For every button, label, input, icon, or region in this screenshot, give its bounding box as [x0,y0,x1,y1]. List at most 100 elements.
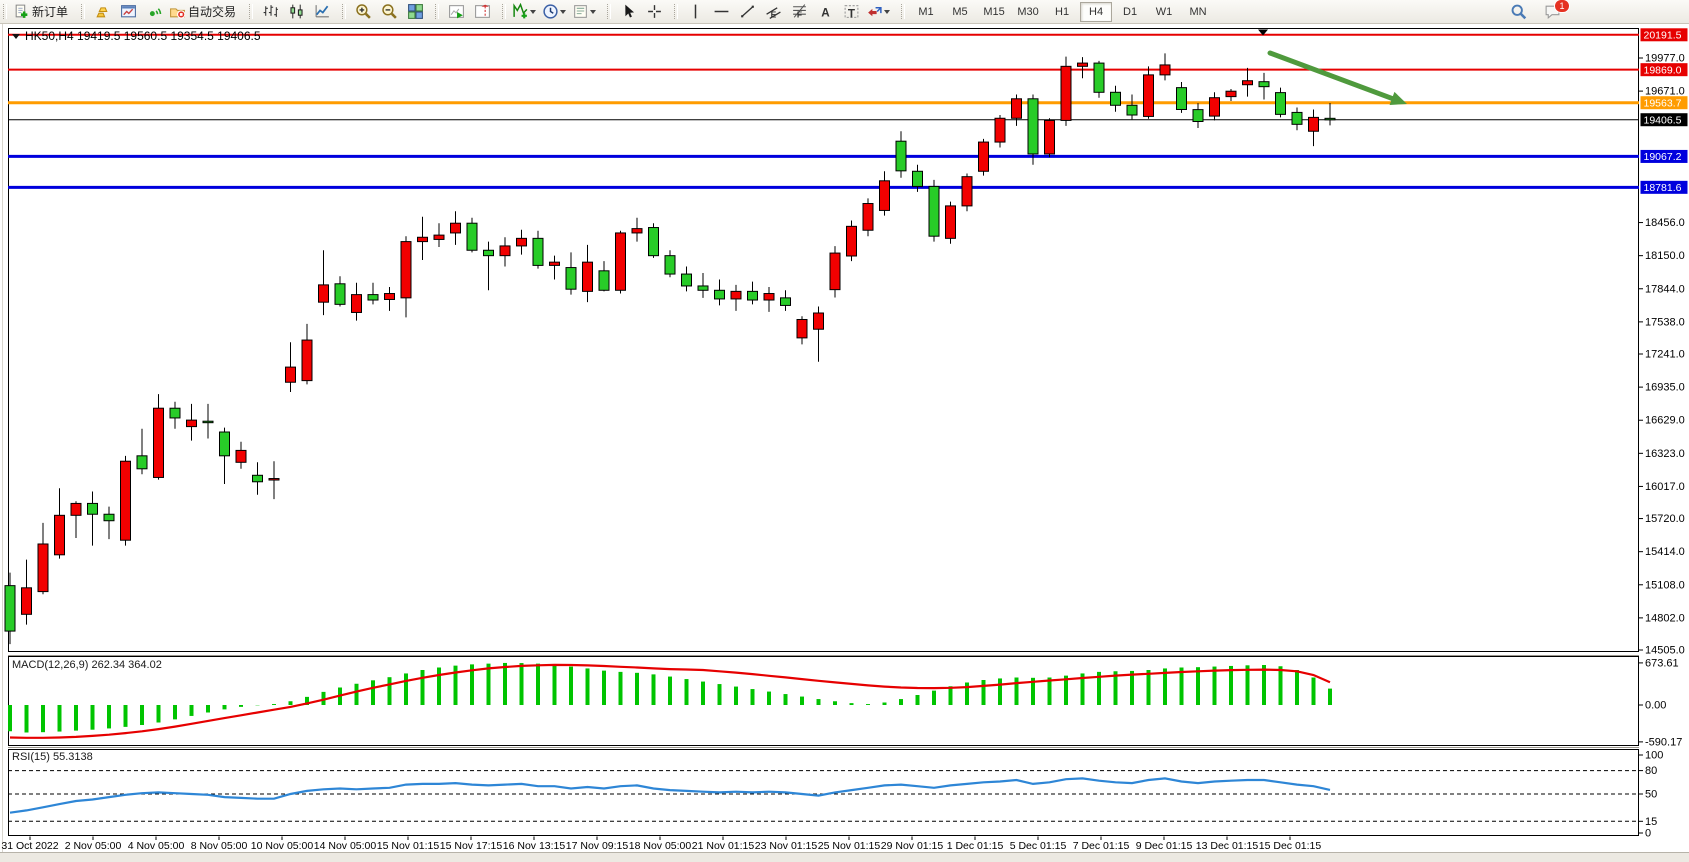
candle [21,559,32,625]
price-tick-label: 19671.0 [1645,86,1685,98]
horizontal-line-button[interactable] [708,1,734,23]
candle-body [879,180,890,211]
timeframe-m5-button[interactable]: M5 [952,5,968,18]
arrows-button[interactable] [864,1,894,23]
candle [483,241,494,291]
timeframe-w1-button[interactable]: W1 [1155,5,1173,18]
macd-indicator-label: MACD(12,26,9) 262.34 364.02 [12,659,162,671]
timeframe-h4-button[interactable]: H4 [1080,1,1113,22]
candle-body [1143,74,1154,117]
gold-icon-button[interactable] [89,1,115,23]
candle-body [417,236,428,243]
fibonacci-button[interactable]: F [786,1,812,23]
candle-body [103,513,115,522]
templates-button[interactable] [570,1,600,23]
text-button[interactable]: A [812,1,838,23]
periods-button[interactable] [540,1,570,23]
signals-button[interactable] [141,1,167,23]
text-label-button[interactable]: T [838,1,864,23]
toolbar-right: 1 [1505,0,1570,23]
chart-shift-button[interactable] [469,1,495,23]
dropdown-caret-icon[interactable] [884,9,891,14]
search-button[interactable] [1505,1,1531,23]
candle [466,217,478,253]
svg-text:T: T [847,7,854,20]
candle [862,198,874,237]
candle [384,287,395,311]
candle-body [120,460,131,541]
candle [1291,107,1303,131]
candle-body [829,252,841,291]
timeframe-m15-button[interactable]: M15 [983,5,1005,18]
price-tick-label: 14802.0 [1645,612,1685,624]
candle-body [1192,109,1204,123]
candle-body [532,237,544,266]
candle-body [169,407,181,419]
candle [648,223,659,258]
candle [136,428,148,475]
trend-arrow-shaft [1267,50,1395,101]
dropdown-caret-icon[interactable] [590,9,597,14]
candle [318,250,329,316]
candle [433,223,445,248]
date-tick-label: 9 Dec 01:15 [1136,840,1193,852]
zoom-in-button[interactable] [350,1,376,23]
candle [417,216,428,260]
autotrade-button[interactable]: 自动交易 [167,1,242,23]
price-tick-label: 15414.0 [1645,546,1685,558]
timeframe-m1-button[interactable]: M1 [918,5,934,18]
zoom-out-button[interactable] [376,1,402,23]
candle-body [631,228,643,234]
date-tick-label: 1 Dec 01:15 [947,840,1004,852]
candle [1324,103,1336,126]
candle-body [1176,87,1187,110]
candle [1159,53,1171,81]
candle-body [1060,65,1072,121]
candle-body [582,261,593,292]
price-tick-label: 18150.0 [1645,250,1685,262]
date-tick-label: 14 Nov 05:00 [314,840,377,852]
gold-icon-icon [95,7,108,18]
candle [1027,94,1039,165]
auto-scroll-button[interactable] [443,1,469,23]
candlestick-chart-button[interactable] [283,1,309,23]
date-tick-label: 5 Dec 01:15 [1010,840,1067,852]
candle-body [516,237,527,247]
candle-body [367,294,379,301]
candle-body [1324,117,1336,121]
timeframe-h1-button[interactable]: H1 [1055,5,1070,18]
timeframe-d1-button[interactable]: D1 [1123,5,1138,18]
price-tick-label: 17538.0 [1645,316,1685,328]
chart-shift-marker[interactable] [1258,29,1268,36]
timeframe-mn-button[interactable]: MN [1189,5,1207,18]
charts-window-button[interactable] [115,1,141,23]
crosshair-button[interactable] [641,1,667,23]
date-tick-label: 15 Nov 17:15 [440,840,503,852]
equidistant-channel-icon: E [765,7,781,19]
symbol-dropdown-icon[interactable] [12,33,20,39]
vertical-line-button[interactable] [682,1,708,23]
trend-arrow-annotation[interactable] [1267,50,1407,105]
bar-chart-button[interactable] [257,1,283,23]
candle [1275,87,1286,118]
cursor-button[interactable] [615,1,641,23]
candle [450,211,461,245]
candle [1192,103,1204,128]
zoom-in-icon [355,4,371,19]
new-order-button[interactable]: 新订单 [11,1,74,23]
line-chart-button[interactable] [309,1,335,23]
trendline-button[interactable] [734,1,760,23]
equidistant-channel-button[interactable]: E [760,1,786,23]
indicators-button[interactable] [510,1,540,23]
price-tick-label: 18456.0 [1645,217,1685,229]
dropdown-caret-icon[interactable] [530,9,537,14]
dropdown-caret-icon[interactable] [560,9,567,14]
timeframe-m30-button[interactable]: M30 [1017,5,1039,18]
price-line-badge: 19406.5 [1640,113,1688,127]
templates-icon [574,5,587,18]
notifications-button[interactable]: 1 [1539,0,1570,23]
tile-windows-button[interactable] [402,1,428,23]
candle [895,131,907,178]
